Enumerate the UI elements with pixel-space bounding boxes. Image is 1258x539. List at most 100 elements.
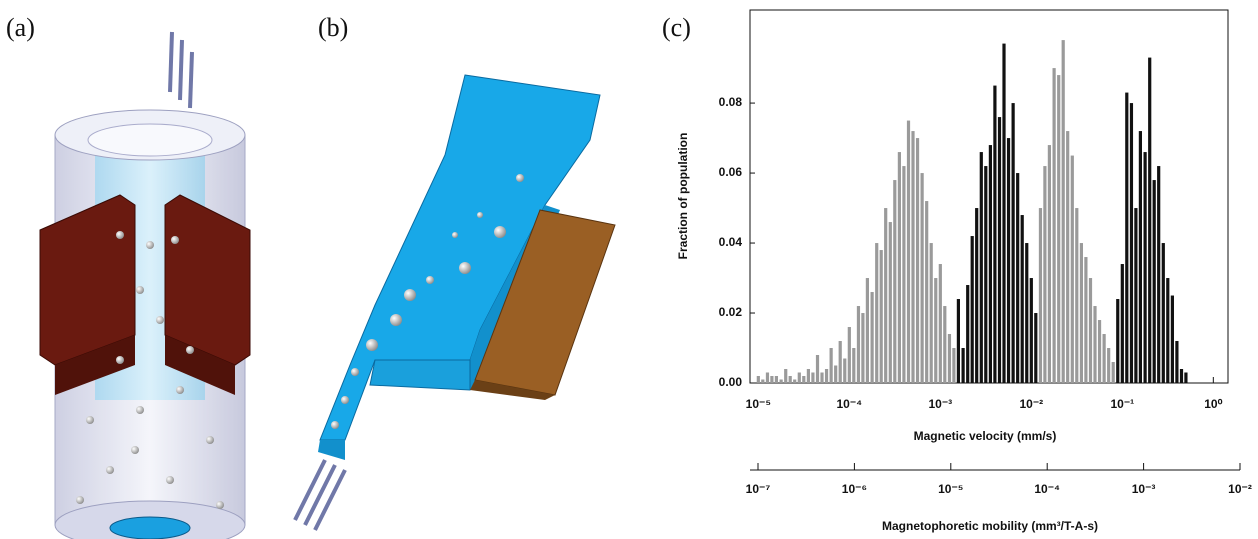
y-tick-label: 0.04 bbox=[719, 235, 743, 249]
bar bbox=[1116, 299, 1120, 383]
bar bbox=[843, 358, 847, 383]
bar bbox=[852, 348, 856, 383]
bar bbox=[1029, 278, 1033, 383]
x-tick-label: 10⁻¹ bbox=[1110, 397, 1134, 411]
bar bbox=[1184, 372, 1188, 383]
y-tick-label: 0.00 bbox=[719, 375, 743, 389]
y-tick-label: 0.08 bbox=[719, 95, 743, 109]
bar bbox=[920, 173, 924, 383]
bar bbox=[1161, 243, 1165, 383]
bar bbox=[1093, 306, 1097, 383]
bar bbox=[934, 278, 938, 383]
bar bbox=[1120, 264, 1124, 383]
panel-label: (b) bbox=[318, 13, 348, 42]
bar bbox=[865, 278, 870, 383]
x2-axis-label: Magnetophoretic mobility (mm³/T-A-s) bbox=[882, 519, 1098, 533]
bar bbox=[906, 120, 911, 383]
bar bbox=[834, 365, 838, 383]
y-tick-label: 0.06 bbox=[719, 165, 743, 179]
bar bbox=[925, 201, 929, 383]
bar bbox=[1170, 295, 1174, 383]
bar bbox=[797, 372, 801, 383]
bar bbox=[1102, 334, 1106, 383]
bar bbox=[1066, 131, 1070, 383]
bar bbox=[824, 369, 829, 383]
bar bbox=[847, 327, 851, 383]
bar bbox=[756, 376, 760, 383]
bar bbox=[861, 313, 865, 383]
bar bbox=[1148, 57, 1152, 383]
bar bbox=[1061, 40, 1065, 384]
x2-tick-label: 10⁻⁴ bbox=[1034, 482, 1060, 496]
bar bbox=[961, 348, 965, 383]
bar bbox=[947, 334, 952, 383]
bar bbox=[788, 376, 792, 383]
bar bbox=[1111, 362, 1115, 383]
bar bbox=[1025, 243, 1029, 383]
bar bbox=[1179, 369, 1184, 383]
bar bbox=[779, 379, 783, 383]
x-tick-label: 10⁻² bbox=[1019, 397, 1043, 411]
bar bbox=[856, 306, 861, 383]
bar bbox=[1138, 131, 1142, 383]
bar bbox=[1084, 257, 1088, 383]
bar bbox=[1079, 243, 1083, 383]
bar bbox=[956, 299, 961, 383]
bar bbox=[952, 348, 956, 383]
bar bbox=[893, 180, 897, 383]
bar bbox=[1057, 75, 1061, 383]
bar bbox=[1011, 103, 1015, 384]
y-axis-label: Fraction of population bbox=[676, 133, 690, 260]
x-tick-label: 10⁻⁵ bbox=[746, 397, 771, 411]
bar bbox=[770, 376, 774, 383]
illustration-a bbox=[39, 31, 251, 539]
bar bbox=[1129, 103, 1134, 384]
illustration-b bbox=[293, 74, 616, 531]
bar bbox=[1002, 43, 1006, 383]
bar bbox=[884, 208, 888, 383]
bar bbox=[970, 236, 974, 383]
bar bbox=[793, 379, 797, 383]
x-tick-label: 10⁻³ bbox=[928, 397, 952, 411]
x2-tick-label: 10⁻⁶ bbox=[842, 482, 867, 496]
bar bbox=[1107, 348, 1111, 383]
bar bbox=[1070, 155, 1074, 383]
bar bbox=[829, 348, 833, 383]
bar bbox=[1034, 313, 1038, 383]
bar bbox=[966, 285, 970, 383]
bar bbox=[765, 372, 770, 383]
bar bbox=[1088, 278, 1093, 383]
bar bbox=[1047, 145, 1051, 383]
bar bbox=[997, 117, 1002, 384]
bar bbox=[875, 243, 879, 383]
bar bbox=[1016, 173, 1020, 383]
bar bbox=[1143, 152, 1147, 383]
bar bbox=[1097, 320, 1102, 383]
bar bbox=[943, 306, 947, 383]
bar bbox=[879, 250, 883, 383]
x-axis-label: Magnetic velocity (mm/s) bbox=[914, 429, 1057, 443]
bar bbox=[1175, 341, 1179, 383]
bar bbox=[915, 138, 920, 383]
bar bbox=[1125, 92, 1129, 384]
bar bbox=[911, 131, 915, 383]
bar bbox=[979, 152, 983, 383]
x2-tick-label: 10⁻³ bbox=[1132, 482, 1156, 496]
bar bbox=[838, 341, 842, 383]
panel-label: (c) bbox=[662, 13, 691, 42]
x2-tick-label: 10⁻⁵ bbox=[938, 482, 963, 496]
x2-tick-label: 10⁻² bbox=[1228, 482, 1252, 496]
bar bbox=[1075, 208, 1079, 383]
x-tick-label: 10⁻⁴ bbox=[837, 397, 863, 411]
bar bbox=[897, 152, 901, 383]
bar bbox=[993, 85, 997, 383]
bar bbox=[1157, 166, 1161, 383]
panel-label: (a) bbox=[6, 13, 35, 42]
bar bbox=[1006, 138, 1011, 383]
bar bbox=[1052, 68, 1056, 384]
bar bbox=[1038, 208, 1043, 383]
bar bbox=[806, 369, 810, 383]
bar bbox=[811, 372, 815, 383]
bar bbox=[784, 369, 788, 383]
